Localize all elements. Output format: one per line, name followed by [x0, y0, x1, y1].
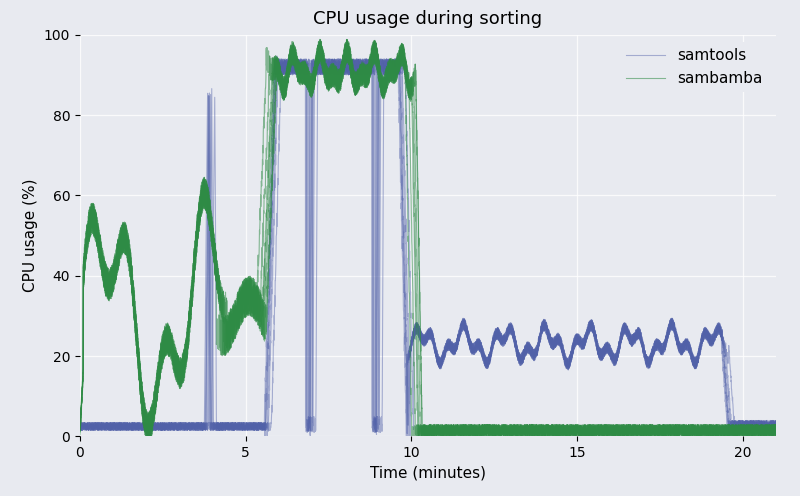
Y-axis label: CPU usage (%): CPU usage (%) [23, 179, 38, 292]
sambamba [670, 429, 680, 434]
samtools [75, 423, 85, 429]
sambamba [455, 422, 465, 428]
samtools [306, 423, 315, 429]
sambamba [75, 423, 85, 429]
samtools [771, 423, 781, 429]
samtools [406, 434, 415, 439]
sambamba [542, 425, 552, 431]
samtools [455, 332, 465, 338]
X-axis label: Time (minutes): Time (minutes) [370, 466, 486, 481]
sambamba [143, 434, 153, 439]
samtools [670, 326, 680, 332]
Line: samtools: samtools [80, 59, 776, 436]
samtools [542, 331, 552, 337]
samtools [277, 56, 286, 62]
sambamba [406, 92, 415, 98]
samtools [739, 418, 749, 424]
sambamba [342, 36, 352, 42]
sambamba [306, 73, 315, 79]
sambamba [739, 429, 749, 434]
Line: sambamba: sambamba [80, 39, 776, 436]
sambamba [771, 429, 781, 434]
samtools [405, 399, 414, 405]
Legend: samtools, sambamba: samtools, sambamba [620, 42, 768, 92]
Title: CPU usage during sorting: CPU usage during sorting [314, 9, 542, 28]
